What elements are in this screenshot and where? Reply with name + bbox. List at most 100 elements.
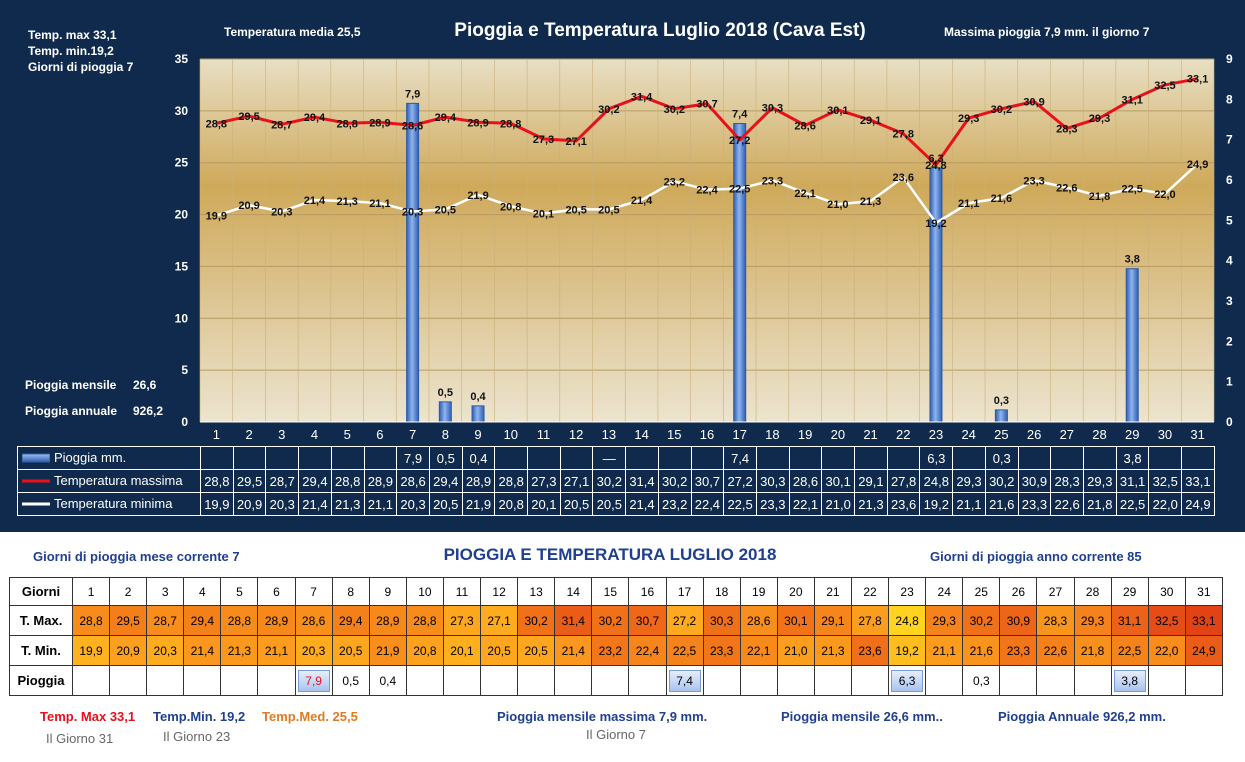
y-right-tick-label: 2 <box>1226 334 1233 348</box>
bottom-title: PIOGGIA E TEMPERATURA LUGLIO 2018 <box>443 545 777 564</box>
tmax-data-label: 27,1 <box>565 136 586 148</box>
tmin-cell: 22,5 <box>665 635 704 666</box>
rain-cell <box>1184 665 1223 696</box>
tmax-cell: 29,5 <box>109 605 148 636</box>
legend-value-cell: 30,2 <box>592 469 627 493</box>
legend-value-cell: 21,6 <box>984 492 1019 516</box>
rain-cell: 0,4 <box>368 665 407 696</box>
legend-value-cell: 24,9 <box>1181 492 1215 516</box>
legend-value-cell <box>559 446 594 470</box>
rain-cell <box>405 665 444 696</box>
legend-value-cell: 3,8 <box>1115 446 1150 470</box>
legend-value-cell <box>1082 446 1117 470</box>
tmin-cell: 21,8 <box>1073 635 1112 666</box>
legend-value-cell <box>330 446 365 470</box>
y-right-tick-label: 8 <box>1226 92 1233 106</box>
tmax-cell: 28,8 <box>71 605 111 636</box>
tmax-data-label: 28,3 <box>1056 123 1077 135</box>
y-right-tick-label: 5 <box>1226 213 1233 227</box>
legend-value-cell: 20,5 <box>428 492 463 516</box>
legend-value-cell: 30,2 <box>657 469 692 493</box>
day-cell: 15 <box>591 577 630 606</box>
day-cell: 11 <box>442 577 482 606</box>
day-cell: 19 <box>739 577 778 606</box>
legend-value-cell: 30,2 <box>984 469 1019 493</box>
legend-value-cell: 30,9 <box>1017 469 1052 493</box>
tmin-data-label: 23,3 <box>1023 175 1044 187</box>
legend-value-cell: 27,8 <box>886 469 921 493</box>
tmax-cell: 28,6 <box>739 605 778 636</box>
tmin-row: T. Min. 19,9 20,9 20,3 21,4 21,3 21,1 20,3 20,5 2… <box>9 635 1223 666</box>
tmin-data-label: 21,9 <box>467 190 488 202</box>
rain-cell <box>925 665 964 696</box>
tmax-data-label: 24,8 <box>925 160 946 172</box>
rain-bar <box>406 102 420 423</box>
legend-value-cell: 21,8 <box>1082 492 1117 516</box>
footer-month-rain: Pioggia mensile 26,6 mm.. <box>781 709 943 724</box>
legend-value-cell: 21,1 <box>952 492 986 516</box>
footer-tmin-day: Il Giorno 23 <box>163 729 231 744</box>
legend-row-tmin: Temperatura minima 19,9 20,9 20,3 21,4 21,3 2… <box>17 492 1215 516</box>
legend-value-cell <box>298 446 332 470</box>
tmin-cell: 20,5 <box>331 635 370 666</box>
chart-title: Pioggia e Temperatura Luglio 2018 (Cava … <box>454 20 866 41</box>
day-cell: 24 <box>925 577 964 606</box>
y-left-tick-label: 0 <box>181 415 188 429</box>
x-tick-label: 24 <box>961 427 975 442</box>
tmax-data-label: 29,4 <box>435 112 457 124</box>
rain-cell <box>517 665 556 696</box>
tmin-line <box>215 162 1199 225</box>
x-tick-label: 28 <box>1092 427 1106 442</box>
tmin-data-label: 21,4 <box>631 195 653 207</box>
day-cell: 5 <box>220 577 259 606</box>
tmax-cell: 30,1 <box>776 605 815 636</box>
legend-value-cell: 28,8 <box>330 469 365 493</box>
legend-tmin-label: Temperatura minima <box>54 495 173 511</box>
rain-cell <box>702 665 741 696</box>
legend-value-cell: 32,5 <box>1148 469 1183 493</box>
legend-value-cell <box>265 446 300 470</box>
rain-value: 0,5 <box>342 673 360 688</box>
legend-value-cell <box>1017 446 1052 470</box>
tmin-data-label: 21,1 <box>369 198 390 210</box>
rain-bar <box>994 409 1008 423</box>
rain-bar <box>471 405 485 423</box>
tmax-data-label: 27,2 <box>729 135 750 147</box>
day-cell: 10 <box>405 577 444 606</box>
x-tick-label: 26 <box>1027 427 1041 442</box>
tmin-cell: 23,2 <box>591 635 630 666</box>
x-tick-label: 31 <box>1190 427 1204 442</box>
legend-value-cell: — <box>592 446 627 470</box>
tmin-cell: 20,9 <box>109 635 148 666</box>
tmax-cell: 33,1 <box>1184 605 1223 636</box>
days-row: Giorni 1 2 3 4 5 6 7 8 9 10 11 12 13 14 15 16 17 18 19 20 21 2… <box>9 577 1223 606</box>
legend-value-cell: 29,1 <box>854 469 888 493</box>
legend-value-cell: 30,3 <box>755 469 790 493</box>
tmax-data-label: 32,5 <box>1154 80 1175 92</box>
tmin-cell: 21,0 <box>776 635 815 666</box>
rain-cell: 6,3 <box>888 665 927 696</box>
tmax-cell: 28,7 <box>146 605 185 636</box>
tmax-data-label: 33,1 <box>1187 74 1208 86</box>
temp-min-stat: Temp. min.19,2 <box>28 44 114 58</box>
rain-cell <box>813 665 852 696</box>
legend-value-cell: 28,9 <box>461 469 496 493</box>
tmin-data-label: 21,3 <box>860 196 881 208</box>
tmax-data-label: 28,9 <box>369 117 390 129</box>
tmin-cell: 20,5 <box>480 635 519 666</box>
legend-value-cell <box>755 446 790 470</box>
x-tick-label: 16 <box>700 427 714 442</box>
rain-value: 7,9 <box>297 669 330 692</box>
tmax-cell: 31,4 <box>554 605 593 636</box>
legend-value-cell: 31,1 <box>1115 469 1150 493</box>
legend-value-cell: 7,9 <box>396 446 430 470</box>
tmin-data-label: 22,4 <box>696 185 718 197</box>
x-tick-label: 18 <box>765 427 779 442</box>
day-cell: 1 <box>71 577 111 606</box>
tmin-cell: 23,6 <box>850 635 890 666</box>
rain-cell <box>776 665 815 696</box>
legend-value-cell: 31,4 <box>625 469 659 493</box>
row-label-tmin: T. Min. <box>9 635 73 666</box>
legend-value-cell: 23,6 <box>886 492 921 516</box>
day-cell: 31 <box>1184 577 1223 606</box>
